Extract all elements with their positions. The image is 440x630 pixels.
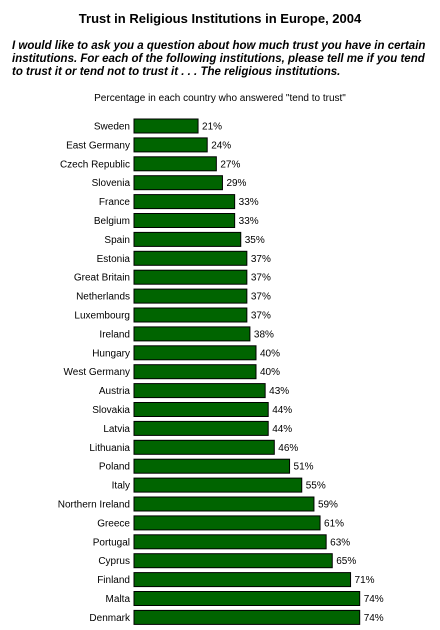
value-label: 65%	[336, 556, 356, 567]
bar	[133, 175, 223, 191]
category-label: West Germany	[64, 367, 131, 378]
bar	[133, 420, 269, 436]
category-label: Latvia	[103, 424, 130, 435]
bar	[133, 250, 248, 266]
chart-title: Trust in Religious Institutions in Europ…	[78, 11, 362, 26]
category-label: Finland	[97, 575, 130, 586]
bar	[133, 194, 236, 210]
bar	[133, 231, 242, 247]
value-label: 37%	[251, 254, 271, 265]
value-label: 44%	[272, 405, 292, 416]
value-label: 46%	[278, 443, 298, 454]
bar	[133, 364, 257, 380]
bar	[133, 534, 327, 550]
value-label: 51%	[294, 462, 314, 473]
category-label: Netherlands	[76, 292, 130, 303]
bar	[133, 591, 361, 606]
category-label: Ireland	[99, 329, 130, 340]
value-label: 27%	[220, 159, 240, 170]
bar	[133, 553, 333, 569]
category-label: Belgium	[94, 216, 130, 227]
bar	[133, 156, 217, 172]
category-label: Slovakia	[92, 405, 130, 416]
category-label: Austria	[99, 386, 131, 397]
category-label: Estonia	[97, 254, 131, 265]
value-label: 37%	[251, 273, 271, 284]
bar	[133, 269, 248, 285]
category-label: Cyprus	[98, 556, 130, 567]
category-label: Malta	[106, 594, 131, 605]
value-label: 40%	[260, 348, 280, 359]
category-label: Italy	[112, 481, 130, 492]
value-label: 61%	[324, 518, 344, 529]
value-label: 29%	[226, 178, 246, 189]
value-label: 24%	[211, 140, 231, 151]
value-label: 33%	[239, 216, 259, 227]
category-label: Luxembourg	[74, 311, 130, 322]
category-label: Northern Ireland	[58, 500, 130, 511]
value-label: 40%	[260, 367, 280, 378]
bar	[133, 307, 248, 323]
category-label: Great Britain	[74, 273, 130, 284]
value-label: 33%	[239, 197, 259, 208]
value-label: 44%	[272, 424, 292, 435]
bar	[133, 439, 275, 455]
bar	[133, 402, 269, 417]
category-label: Sweden	[94, 122, 130, 133]
value-label: 74%	[364, 594, 384, 605]
category-label: Greece	[97, 518, 130, 529]
value-label: 38%	[254, 329, 274, 340]
value-label: 35%	[245, 235, 265, 246]
bar	[133, 477, 303, 493]
value-label: 71%	[355, 575, 375, 586]
survey-question: I would like to ask you a question about…	[12, 40, 426, 78]
category-label: Poland	[99, 462, 130, 473]
category-label: Portugal	[93, 537, 130, 548]
bar	[133, 118, 199, 134]
category-label: Lithuania	[89, 443, 130, 454]
value-label: 21%	[202, 122, 222, 133]
value-label: 37%	[251, 311, 271, 322]
bar	[133, 609, 361, 625]
bar	[133, 345, 257, 361]
bar	[133, 137, 208, 153]
bar	[133, 326, 251, 342]
category-label: Czech Republic	[60, 159, 130, 170]
bar	[133, 213, 236, 228]
bar	[133, 458, 291, 474]
bar	[133, 383, 266, 399]
category-label: East Germany	[66, 140, 130, 151]
category-label: Hungary	[92, 348, 130, 359]
value-label: 43%	[269, 386, 289, 397]
category-label: France	[99, 197, 131, 208]
bar	[133, 288, 248, 304]
value-label: 37%	[251, 292, 271, 303]
value-label: 59%	[318, 500, 338, 511]
bar	[133, 496, 315, 512]
bar	[133, 515, 321, 531]
value-label: 74%	[364, 613, 384, 624]
value-label: 55%	[306, 481, 326, 492]
category-label: Slovenia	[92, 178, 131, 189]
category-label: Denmark	[89, 613, 131, 624]
value-label: 63%	[330, 537, 350, 548]
bar	[133, 572, 352, 588]
chart-subtitle: Percentage in each country who answered …	[94, 93, 346, 104]
category-label: Spain	[104, 235, 130, 246]
